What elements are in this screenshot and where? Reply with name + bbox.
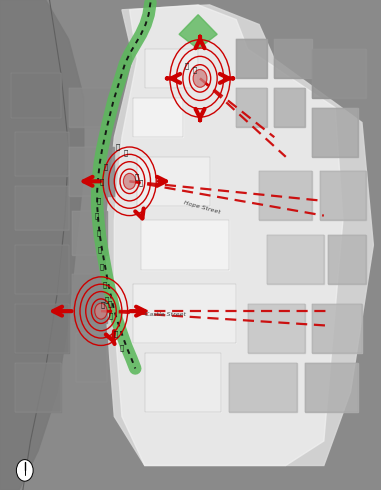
Circle shape	[123, 173, 136, 189]
Polygon shape	[312, 108, 358, 157]
Text: ⧗: ⧗	[96, 197, 101, 204]
Polygon shape	[274, 88, 305, 127]
Polygon shape	[312, 304, 362, 353]
Text: ⧗: ⧗	[114, 330, 118, 337]
Polygon shape	[107, 5, 373, 465]
Polygon shape	[72, 274, 107, 323]
Polygon shape	[179, 15, 217, 49]
Circle shape	[193, 70, 207, 87]
Polygon shape	[259, 172, 312, 220]
Polygon shape	[267, 235, 324, 284]
Polygon shape	[236, 88, 267, 127]
Polygon shape	[305, 363, 358, 412]
Text: ⧗: ⧗	[98, 246, 102, 253]
Polygon shape	[229, 363, 297, 412]
Polygon shape	[274, 39, 312, 78]
Polygon shape	[15, 186, 69, 230]
Polygon shape	[141, 220, 229, 270]
Text: ⧗: ⧗	[123, 149, 128, 156]
Polygon shape	[72, 211, 107, 255]
Text: ⧗: ⧗	[104, 296, 109, 303]
Polygon shape	[137, 157, 210, 206]
Polygon shape	[133, 284, 236, 343]
Polygon shape	[328, 235, 366, 284]
Text: ⧗: ⧗	[192, 66, 197, 73]
Polygon shape	[69, 88, 114, 127]
Polygon shape	[69, 147, 114, 196]
Polygon shape	[76, 333, 107, 382]
Polygon shape	[0, 0, 84, 490]
Circle shape	[16, 460, 33, 481]
Polygon shape	[15, 245, 69, 294]
Text: ⧗: ⧗	[139, 179, 143, 186]
Text: ⧗: ⧗	[184, 63, 189, 70]
Polygon shape	[236, 39, 267, 78]
Text: ⧗: ⧗	[102, 281, 107, 288]
Text: ⧗: ⧗	[95, 212, 99, 219]
Text: ⧗: ⧗	[101, 301, 105, 308]
Text: ⧗: ⧗	[107, 300, 112, 307]
Text: ⧗: ⧗	[104, 163, 108, 170]
Text: ⧗: ⧗	[108, 313, 113, 319]
Text: ⧗: ⧗	[120, 344, 124, 351]
Polygon shape	[133, 98, 183, 137]
Circle shape	[95, 303, 107, 319]
Text: ⧗: ⧗	[100, 264, 104, 270]
Text: ⧗: ⧗	[100, 178, 104, 185]
Polygon shape	[114, 5, 343, 465]
Polygon shape	[11, 74, 61, 118]
Polygon shape	[15, 304, 69, 353]
Polygon shape	[320, 172, 366, 220]
Text: ⧗: ⧗	[116, 144, 120, 150]
Polygon shape	[145, 353, 221, 412]
Text: ⧗: ⧗	[96, 229, 101, 236]
Text: ⧗: ⧗	[134, 173, 139, 180]
Text: Hope Street: Hope Street	[183, 200, 221, 215]
Text: Castle Street: Castle Street	[145, 312, 186, 317]
Polygon shape	[15, 363, 61, 412]
Polygon shape	[145, 49, 198, 88]
Polygon shape	[248, 304, 305, 353]
Polygon shape	[15, 132, 69, 176]
Polygon shape	[312, 49, 366, 98]
